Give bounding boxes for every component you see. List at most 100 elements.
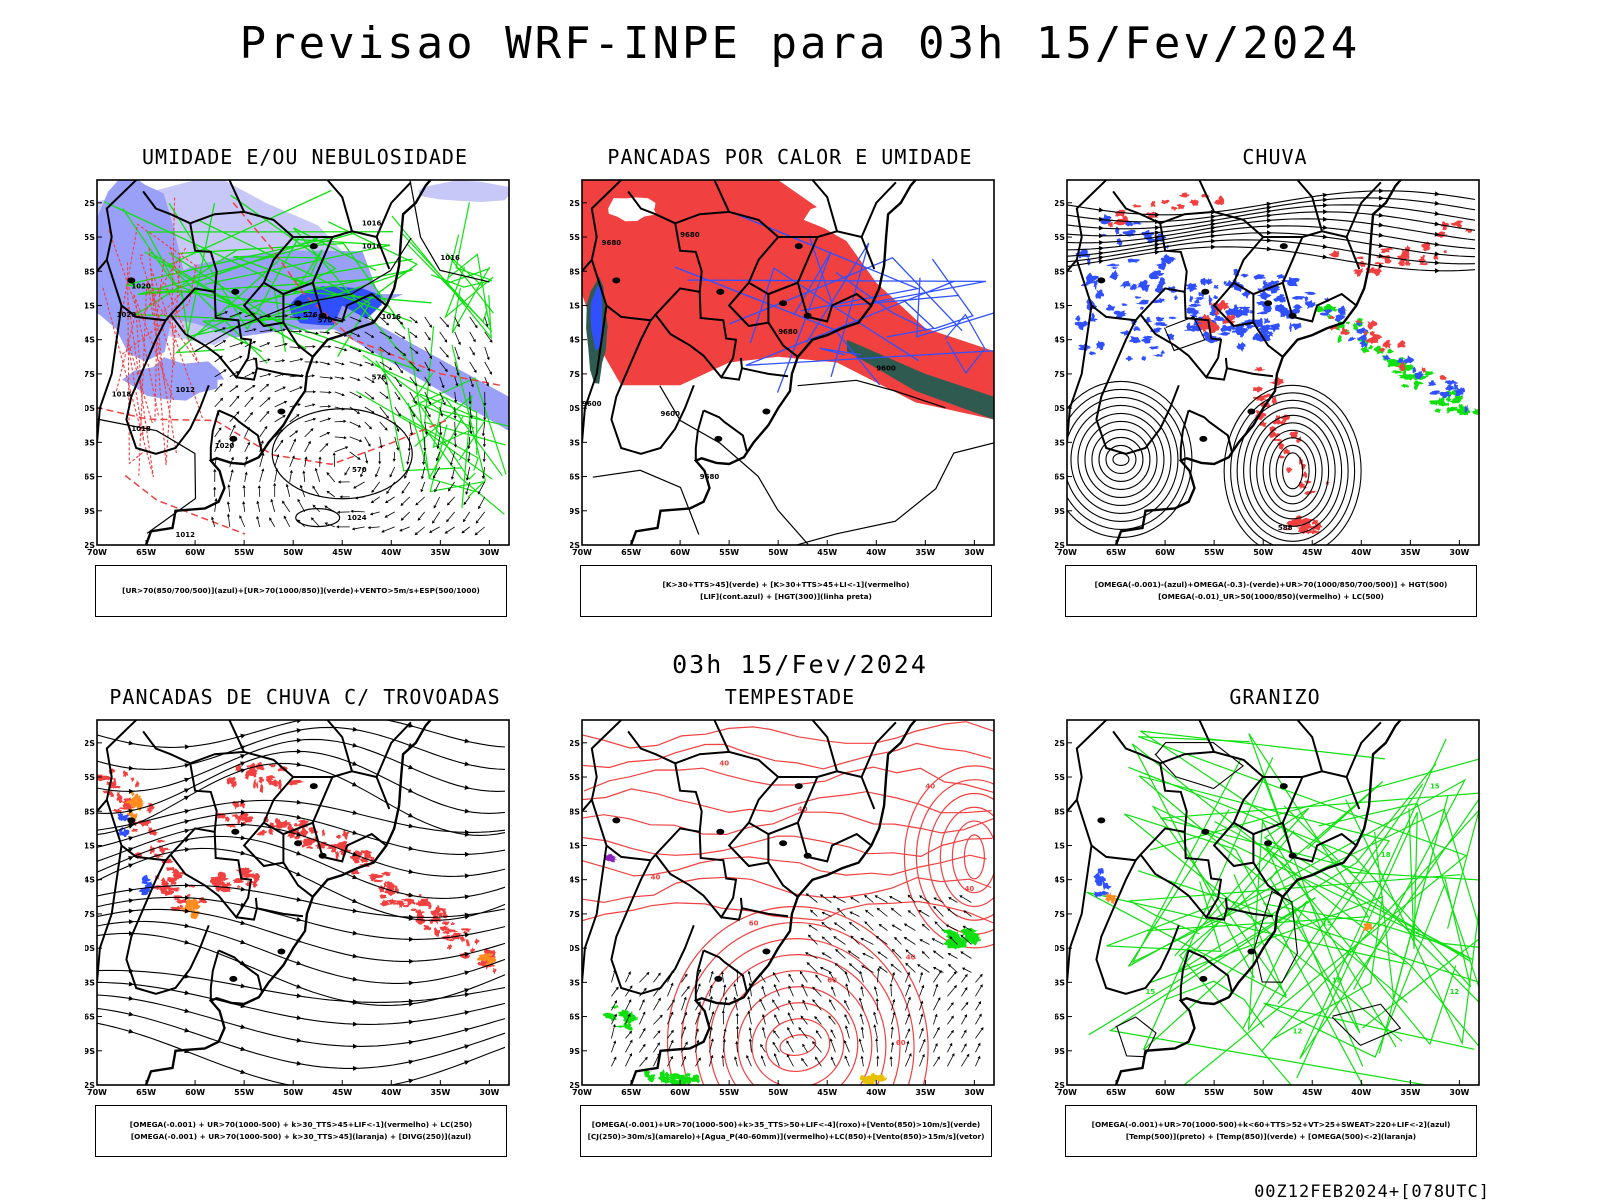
lake: [1199, 436, 1207, 442]
lat-label: 12S: [1055, 199, 1065, 208]
contour-label: 9600: [660, 410, 680, 418]
lat-label: 27S: [1055, 370, 1065, 379]
lon-label: 40W: [866, 548, 886, 557]
lon-label: 70W: [572, 1088, 592, 1097]
lat-label: 24S: [570, 876, 580, 885]
lon-label: 70W: [87, 1088, 107, 1097]
lon-label: 40W: [1351, 1088, 1371, 1097]
lat-label: 33S: [1055, 978, 1065, 987]
lake: [612, 817, 620, 823]
legend-text: [OMEGA(-0.001)-(azul)+OMEGA(-0.3)-(verde…: [1095, 579, 1448, 591]
contour-label: 576: [372, 374, 387, 382]
lat-label: 36S: [85, 473, 95, 482]
lat-label: 33S: [570, 438, 580, 447]
legend-text: [Temp(500)](preto) + [Temp(850)](verde) …: [1126, 1131, 1416, 1143]
lat-label: 15S: [1055, 233, 1065, 242]
lon-label: 30W: [1449, 548, 1469, 557]
lon-label: 45W: [817, 548, 837, 557]
forecast-map: 12S15S18S21S24S27S30S33S36S39S42S70W65W6…: [85, 707, 525, 1102]
contour-label: 9680: [700, 473, 720, 481]
contour-label: 1016: [440, 254, 460, 262]
panel-title: TEMPESTADE: [570, 685, 1010, 709]
wind-vector: [394, 452, 395, 459]
lake: [319, 853, 327, 859]
lon-label: 40W: [1351, 548, 1371, 557]
wind-vector: [334, 455, 335, 467]
lat-label: 18S: [1055, 807, 1065, 816]
lat-label: 36S: [1055, 473, 1065, 482]
forecast-map: 968096809680960096809600960012S15S18S21S…: [570, 167, 1010, 562]
lake: [277, 949, 285, 955]
lake: [1264, 840, 1272, 846]
panel-title: GRANIZO: [1055, 685, 1495, 709]
lake: [716, 829, 724, 835]
map-panel: CHUVA58812S15S18S21S24S27S30S33S36S39S42…: [1055, 145, 1555, 615]
contour-label: 40: [651, 874, 661, 882]
legend-text: [OMEGA(-0.001) + UR>70(1000-500) + k>30_…: [130, 1119, 472, 1131]
contour-label: 1020: [131, 282, 151, 290]
map-background: [97, 720, 509, 1085]
contour-label: 9600: [876, 364, 896, 372]
forecast-map: 40404040406060604012S15S18S21S24S27S30S3…: [570, 707, 1010, 1102]
map-panel: TEMPESTADE40404040406060604012S15S18S21S…: [570, 685, 1070, 1155]
legend-text: [OMEGA(-0.001)+UR>70(1000-500)+k>35_TTS>…: [592, 1119, 981, 1131]
contour-label: 18: [1332, 976, 1342, 984]
lat-label: 39S: [570, 1047, 580, 1056]
contour-label: 40: [965, 885, 975, 893]
lon-label: 45W: [332, 548, 352, 557]
contour-label: 9680: [680, 231, 700, 239]
wind-vector: [320, 392, 329, 393]
lake: [1201, 829, 1209, 835]
lake: [795, 243, 803, 249]
lake: [716, 289, 724, 295]
lake: [310, 243, 318, 249]
lon-label: 35W: [915, 1088, 935, 1097]
streamline-arrowhead: [353, 713, 358, 718]
lon-label: 45W: [1302, 548, 1322, 557]
lat-label: 30S: [85, 404, 95, 413]
lon-label: 45W: [332, 1088, 352, 1097]
contour-label: 15: [1145, 988, 1155, 996]
lat-label: 27S: [85, 910, 95, 919]
lon-label: 70W: [1057, 1088, 1077, 1097]
lat-label: 15S: [85, 233, 95, 242]
lat-label: 36S: [85, 1013, 95, 1022]
contour-label: 18: [1381, 851, 1391, 859]
lat-label: 33S: [85, 438, 95, 447]
panel-title: PANCADAS DE CHUVA C/ TROVOADAS: [85, 685, 525, 709]
lake: [779, 840, 787, 846]
lon-label: 35W: [430, 1088, 450, 1097]
lat-label: 39S: [1055, 1047, 1065, 1056]
forecast-map: 1016101610161020102010181018101210161020…: [85, 167, 525, 562]
lat-label: 15S: [570, 233, 580, 242]
lat-label: 36S: [570, 1013, 580, 1022]
lat-label: 15S: [85, 773, 95, 782]
lon-label: 70W: [1057, 548, 1077, 557]
lat-label: 21S: [1055, 841, 1065, 850]
lat-label: 24S: [1055, 336, 1065, 345]
lon-label: 65W: [136, 1088, 156, 1097]
lat-label: 36S: [1055, 1013, 1065, 1022]
lat-label: 24S: [1055, 876, 1065, 885]
contour-label: 1018: [112, 391, 132, 399]
lat-label: 30S: [570, 404, 580, 413]
lat-label: 21S: [85, 841, 95, 850]
lake: [229, 436, 237, 442]
contour-label: 60: [749, 919, 759, 927]
lake: [127, 277, 135, 283]
lon-label: 35W: [1400, 548, 1420, 557]
lat-label: 30S: [1055, 404, 1065, 413]
panel-title: PANCADAS POR CALOR E UMIDADE: [570, 145, 1010, 169]
lat-label: 24S: [85, 876, 95, 885]
contour-label: 40: [719, 760, 729, 768]
lake: [294, 840, 302, 846]
lake: [1289, 313, 1297, 319]
lake: [229, 976, 237, 982]
lat-label: 21S: [570, 841, 580, 850]
lake: [231, 829, 239, 835]
panel-title: UMIDADE E/OU NEBULOSIDADE: [85, 145, 525, 169]
lake: [714, 436, 722, 442]
run-time-label: 00Z12FEB2024+[078UTC]: [1254, 1182, 1490, 1202]
